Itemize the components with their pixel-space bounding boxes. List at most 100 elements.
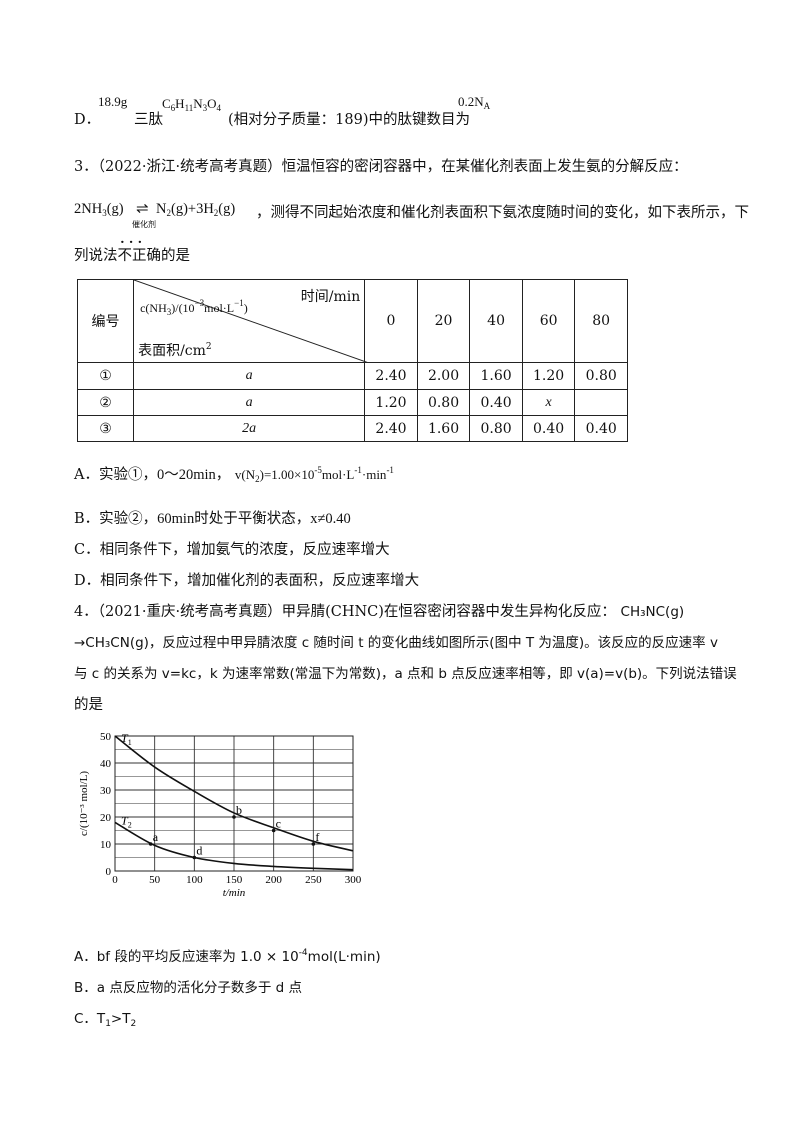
series-T1-line <box>114 735 354 852</box>
point-label: f <box>315 830 319 844</box>
q3-equation-line: 2NH3(g) ⇌ 催化剂 N2(g)+3H2(g) ，测得不同起始浓度和催化剂… <box>74 201 749 231</box>
answer-value: 0.2NA <box>458 94 491 111</box>
y-tick-label: 40 <box>100 758 112 770</box>
q4-option-a: A．bf 段的平均反应速率为 1.0 × 10-4mol(L·min) <box>74 948 381 965</box>
q4-line-1: 4．（2021·重庆·统考高考真题）甲异腈(CHNC)在恒容密闭容器中发生异构化… <box>74 604 685 620</box>
point-marker <box>311 842 316 846</box>
concentration-time-chart: 0 50 100 150 200 250 300 0 10 20 30 40 50 t/min c/(10⁻… <box>78 731 362 899</box>
series-T2-line <box>114 821 354 871</box>
chart-labels: T1 T2 a d b c f <box>121 731 319 860</box>
mass-value: 18.9g <box>98 94 128 109</box>
cell: x <box>521 389 576 416</box>
cell: 0.80 <box>469 415 523 442</box>
row-id: ② <box>76 389 135 416</box>
q4-option-c: C．T1>T2 <box>74 1011 137 1029</box>
row-area: a <box>133 389 366 416</box>
header-area: 表面积/cm2 <box>138 342 212 359</box>
x-tick-label: 0 <box>112 874 118 886</box>
y-tick-label: 20 <box>100 812 112 824</box>
cell: 2.40 <box>364 362 418 390</box>
row-area: 2a <box>133 415 366 442</box>
point-marker <box>232 815 236 819</box>
y-tick-label: 0 <box>106 866 112 878</box>
point-label: d <box>196 844 202 858</box>
curve-label-sub: 1 <box>128 738 132 747</box>
time-80: 80 <box>574 279 628 363</box>
point-label: b <box>236 803 242 817</box>
row-area: a <box>133 362 366 390</box>
header-concentration: c(NH3)/(10−3mol·L−1) <box>140 298 248 317</box>
q4-line-2: →CH₃CN(g)，反应过程中甲异腈浓度 c 随时间 t 的变化曲线如图所示(图… <box>74 635 718 651</box>
row-id: ③ <box>76 415 135 442</box>
y-tick-label: 10 <box>100 839 112 851</box>
point-marker <box>271 828 276 833</box>
q4-line-4: 的是 <box>74 697 103 713</box>
cell: 0.80 <box>416 389 471 416</box>
time-60: 60 <box>521 279 576 363</box>
experiment-table: 编号 时间/min c(NH3)/(10−3mol·L−1) 表面积/cm2 0… <box>76 279 628 442</box>
cell: 0.40 <box>574 415 628 442</box>
peptide-word: 三肽 <box>134 112 163 128</box>
x-tick-label: 100 <box>186 874 203 886</box>
chart-grid <box>114 735 354 872</box>
q4-line-3: 与 c 的关系为 v=kc，k 为速率常数(常温下为常数)，a 点和 b 点反应… <box>74 666 737 682</box>
formula: C6H11N3O4 <box>162 96 222 113</box>
table-row: ② a 1.20 0.80 0.40 x <box>76 389 628 416</box>
time-20: 20 <box>416 279 471 363</box>
point-label: c <box>276 817 281 831</box>
cell: 1.20 <box>521 362 576 390</box>
x-tick-label: 200 <box>265 874 282 886</box>
curve-label-sub: 2 <box>128 820 132 829</box>
row-id: ① <box>76 362 135 390</box>
header-id: 编号 <box>76 279 135 363</box>
note-text: (相对分子质量：189)中的肽键数目为 <box>228 112 470 128</box>
cell: 0.40 <box>521 415 576 442</box>
q4-option-b: B．a 点反应物的活化分子数多于 d 点 <box>74 980 302 996</box>
header-diagonal-cell: 时间/min c(NH3)/(10−3mol·L−1) 表面积/cm2 <box>133 279 370 363</box>
equation-trailing-text: ，测得不同起始浓度和催化剂表面积下氨浓度随时间的变化，如下表所示，下 <box>256 205 749 221</box>
cell: 2.40 <box>364 415 418 442</box>
curve-label: T1 <box>121 731 132 747</box>
q3-question-line: 列说法 ··· 不正确的是 <box>74 232 190 265</box>
table-row: ③ 2a 2.40 1.60 0.80 0.40 0.40 <box>76 415 628 442</box>
x-axis-label: t/min <box>223 887 246 899</box>
chart-series <box>114 735 354 871</box>
point-marker <box>192 855 197 860</box>
cell: 1.60 <box>416 415 471 442</box>
q3-option-d: D．相同条件下，增加催化剂的表面积，反应速率增大 <box>74 573 420 589</box>
table-row: ① a 2.40 2.00 1.60 1.20 0.80 <box>76 362 628 390</box>
equation-rhs: N2(g)+3H2(g) <box>156 201 236 218</box>
cell: 1.60 <box>469 362 523 390</box>
y-tick-label: 30 <box>100 785 112 797</box>
point-label: a <box>153 830 159 844</box>
q2-option-d: D． 18.9g 三肽 C6H11N3O4 (相对分子质量：189)中的肽键数目… <box>74 94 634 128</box>
emphasis-text: ··· 不正确 <box>117 232 162 265</box>
diagonal-line <box>134 280 370 363</box>
time-0: 0 <box>364 279 418 363</box>
plot-border <box>114 735 354 872</box>
header-time: 时间/min <box>300 289 361 305</box>
q3-option-b: B．实验②，60min时处于平衡状态，x≠0.40 <box>74 511 351 527</box>
point-marker <box>148 842 153 846</box>
x-tick-label: 50 <box>149 874 161 886</box>
cell: 1.20 <box>364 389 418 416</box>
chart-axes: 0 50 100 150 200 250 300 0 10 20 30 40 50 t/min c/(10⁻… <box>78 731 362 899</box>
cell: 0.40 <box>469 389 523 416</box>
q3-option-c: C．相同条件下，增加氨气的浓度，反应速率增大 <box>74 542 390 558</box>
time-40: 40 <box>469 279 523 363</box>
option-label: D． <box>74 112 101 128</box>
x-tick-label: 150 <box>226 874 243 886</box>
y-tick-label: 50 <box>100 731 112 743</box>
y-axis-label: c/(10⁻³ mol/L) <box>78 771 90 836</box>
x-tick-label: 300 <box>345 874 362 886</box>
cell: 0.80 <box>574 362 628 390</box>
catalyst-label: 催化剂 <box>132 220 156 229</box>
x-tick-label: 250 <box>305 874 322 886</box>
cell: 2.00 <box>416 362 471 390</box>
equilibrium-arrow: ⇌ <box>136 201 149 217</box>
equation-lhs: 2NH3(g) <box>74 201 124 218</box>
cell <box>574 389 628 416</box>
q3-option-a: A．实验①，0～20min， v(N2)=1.00×10-5mol·L-1·mi… <box>74 465 394 484</box>
q3-header: 3．（2022·浙江·统考高考真题）恒温恒容的密闭容器中，在某催化剂表面上发生氨… <box>74 159 688 175</box>
curve-label: T2 <box>121 813 132 829</box>
